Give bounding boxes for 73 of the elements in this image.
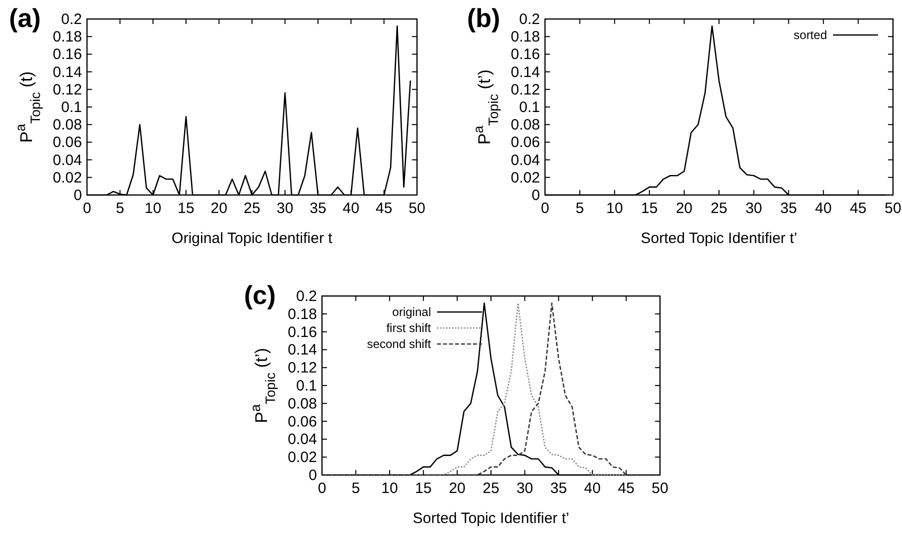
y-tick-label: 0.08 (52, 116, 82, 134)
legend-label: second shift (366, 337, 432, 351)
x-tick-label: 5 (116, 200, 124, 217)
y-tick-label: 0 (74, 187, 82, 204)
x-tick-label: 20 (210, 200, 228, 217)
y-tick-label: 0.1 (61, 99, 82, 116)
y-tick-label: 0.18 (52, 28, 82, 46)
x-tick-label: 25 (244, 200, 260, 217)
y-tick-label: 0.02 (510, 169, 540, 186)
x-tick-label: 50 (652, 480, 668, 497)
y-tick-label: 0.04 (510, 152, 540, 169)
legend-label: sorted (794, 28, 827, 42)
y-tick-label: 0.08 (510, 116, 540, 134)
y-tick-label: 0.02 (52, 169, 82, 186)
x-tick-label: 5 (352, 480, 360, 497)
y-tick-label: 0 (532, 187, 540, 204)
x-tick-label: 35 (310, 200, 326, 217)
chart-title: (b) (467, 3, 500, 33)
x-tick-label: 45 (850, 200, 867, 217)
x-tick-label: 10 (381, 480, 398, 497)
y-tick-label: 0.18 (510, 28, 540, 46)
y-tick-label: 0.1 (519, 99, 540, 116)
x-tick-label: 30 (516, 480, 534, 497)
y-tick-label: 0.2 (296, 288, 317, 305)
y-tick-label: 0.12 (510, 81, 540, 98)
y-tick-label: 0.04 (52, 152, 82, 169)
y-tick-label: 0.18 (288, 306, 317, 323)
x-tick-label: 10 (606, 200, 623, 217)
y-tick-label: 0.08 (288, 395, 317, 412)
y-tick-label: 0.2 (519, 11, 540, 28)
y-tick-label: 0.16 (52, 46, 82, 64)
x-tick-label: 40 (815, 200, 832, 217)
x-tick-label: 45 (376, 200, 392, 217)
x-axis-title: Sorted Topic Identifier t’ (640, 230, 798, 247)
x-tick-label: 45 (618, 480, 635, 497)
x-tick-label: 15 (178, 200, 194, 217)
y-tick-label: 0.16 (288, 324, 317, 341)
y-tick-label: 0.12 (52, 81, 82, 98)
y-tick-label: 0.14 (510, 64, 540, 81)
y-tick-label: 0.1 (296, 378, 317, 394)
x-tick-label: 20 (448, 480, 466, 497)
y-tick-label: 0.2 (61, 11, 82, 28)
y-tick-label: 0 (308, 467, 317, 484)
y-tick-label: 0.06 (510, 134, 540, 152)
x-tick-label: 35 (550, 480, 567, 497)
y-tick-label: 0.06 (52, 134, 82, 152)
chart-title: (c) (244, 280, 276, 310)
x-tick-label: 40 (584, 480, 601, 497)
x-tick-label: 40 (342, 200, 360, 217)
y-tick-label: 0.02 (288, 449, 317, 466)
x-axis-title: Sorted Topic Identifier t’ (412, 510, 570, 527)
y-tick-label: 0.14 (52, 64, 82, 81)
y-tick-label: 0.14 (288, 342, 317, 359)
x-tick-label: 25 (710, 200, 728, 217)
y-tick-label: 0.16 (510, 46, 540, 64)
y-tick-label: 0.06 (288, 413, 317, 430)
x-tick-label: 30 (745, 200, 762, 217)
x-tick-label: 50 (408, 200, 426, 217)
x-axis-title: Original Topic Identifier t (172, 230, 334, 247)
legend-label: original (392, 305, 431, 319)
x-tick-label: 20 (676, 200, 693, 217)
y-tick-label: 0.12 (288, 360, 317, 377)
x-tick-label: 15 (415, 480, 432, 497)
x-tick-label: 15 (641, 200, 658, 217)
x-tick-label: 5 (576, 200, 584, 217)
x-tick-label: 35 (780, 200, 797, 217)
legend-label: first shift (386, 321, 432, 335)
x-tick-label: 25 (482, 480, 500, 497)
y-tick-label: 0.04 (288, 431, 317, 448)
x-tick-label: 10 (144, 200, 162, 217)
x-tick-label: 30 (276, 200, 294, 217)
x-tick-label: 50 (884, 200, 902, 217)
chart-title: (a) (9, 3, 41, 33)
